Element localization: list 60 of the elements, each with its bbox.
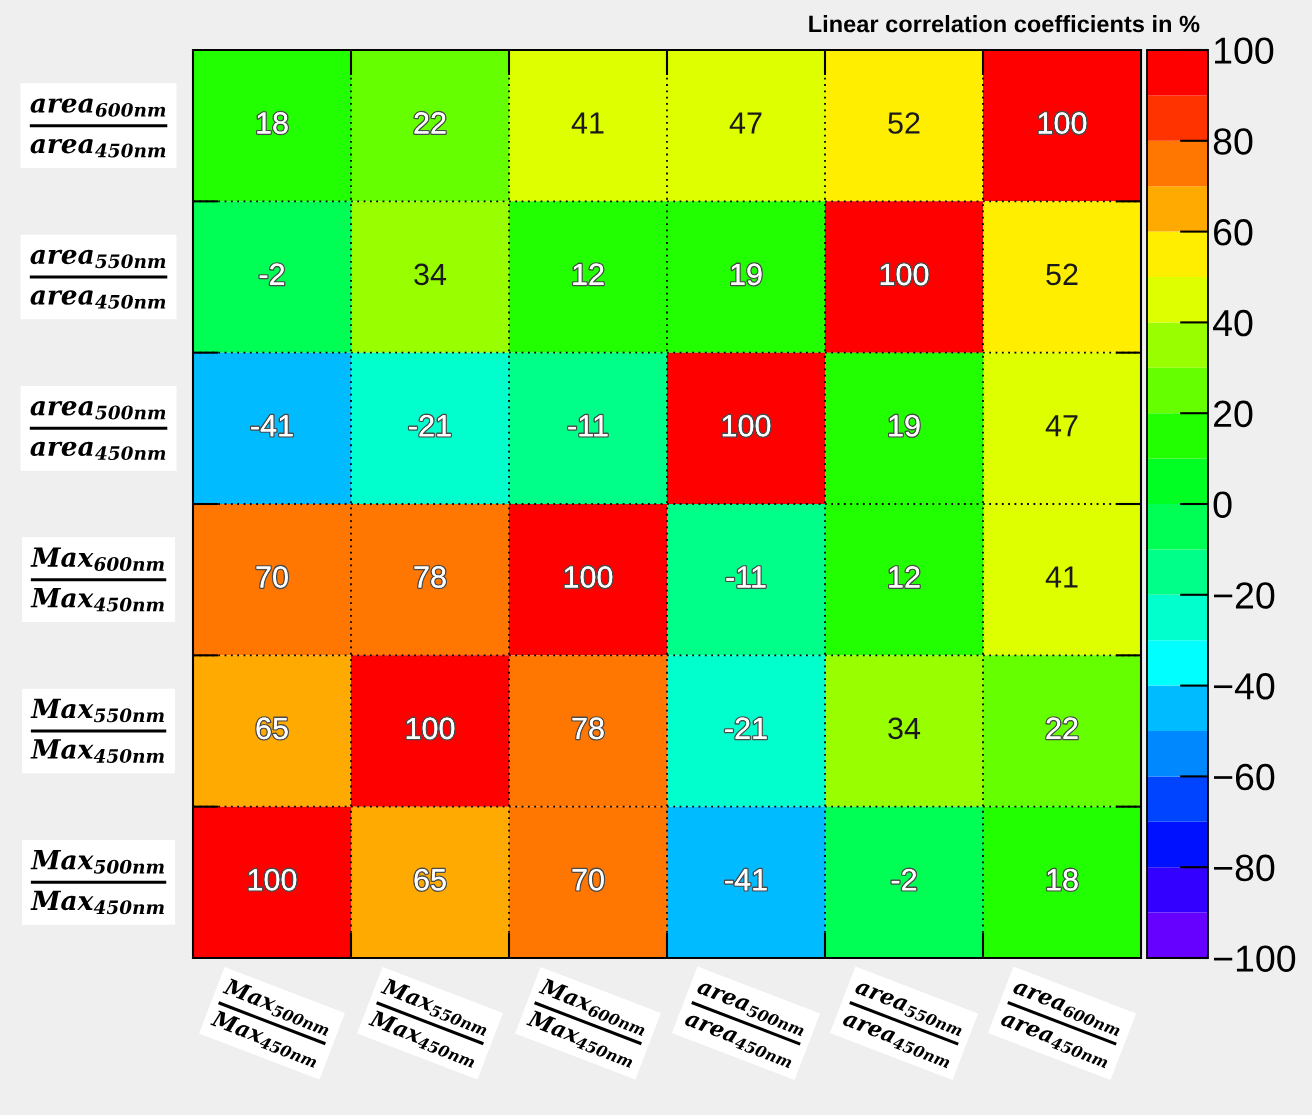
data-label: 22 — [1046, 717, 1078, 739]
color-bar-label: 100 — [1215, 37, 1274, 64]
data-label: -11 — [568, 415, 608, 437]
data-label: 19 — [731, 263, 762, 286]
color-bar-label: 80 — [1213, 128, 1253, 155]
color-bar-label: 0 — [1213, 491, 1232, 518]
x-tick-label: area$_{500nm}$ area$_{450nm}$ — [682, 981, 807, 1069]
data-label: 100 — [880, 263, 929, 286]
data-label: 18 — [1047, 868, 1078, 891]
color-bar-label: −80 — [1214, 854, 1275, 882]
data-label: 18 — [257, 112, 288, 134]
data-label: 78 — [572, 717, 604, 740]
color-bar-label: 60 — [1214, 219, 1253, 246]
data-label: -41 — [725, 869, 767, 891]
data-label: 19 — [889, 414, 920, 437]
y-tick-label: Max$_{550nm}$ Max$_{450nm}$ — [30, 698, 164, 763]
data-label: -21 — [725, 717, 767, 739]
x-tick-label: area$_{550nm}$ area$_{450nm}$ — [840, 981, 965, 1069]
data-label: -11 — [726, 566, 766, 588]
color-bar-label: 20 — [1214, 400, 1253, 428]
color-bar-label: 40 — [1213, 309, 1253, 337]
data-label: 12 — [889, 566, 920, 588]
category-label: area$_{500nm}$ area$_{450nm}$ — [30, 401, 166, 461]
x-tick-label: Max$_{500nm}$ Max$_{450nm}$ — [208, 977, 334, 1069]
color-bar-label: −100 — [1214, 945, 1296, 972]
data-label: 47 — [1045, 415, 1078, 437]
y-tick-label: Max$_{600nm}$ Max$_{450nm}$ — [30, 547, 164, 612]
data-label: 100 — [564, 566, 613, 588]
y-tick-label: Max$_{500nm}$ Max$_{450nm}$ — [30, 850, 164, 915]
data-label: 100 — [1038, 112, 1087, 134]
color-bar-label: −60 — [1214, 763, 1275, 791]
data-label: 41 — [1045, 566, 1078, 588]
category-label: area$_{600nm}$ area$_{450nm}$ — [30, 98, 166, 158]
category-label: area$_{550nm}$ area$_{450nm}$ — [30, 249, 166, 309]
data-label: -2 — [259, 263, 285, 285]
data-label: 52 — [1046, 263, 1078, 286]
data-label: 65 — [414, 868, 446, 891]
data-label: 70 — [256, 566, 288, 588]
data-label: 100 — [248, 868, 297, 891]
data-label: 52 — [888, 112, 920, 134]
data-label: 22 — [414, 112, 446, 134]
color-bar-label: −20 — [1214, 582, 1275, 609]
data-label: 65 — [256, 717, 288, 740]
x-tick-label: Max$_{600nm}$ Max$_{450nm}$ — [524, 977, 650, 1069]
data-label: 34 — [414, 263, 447, 286]
data-label: 100 — [722, 414, 771, 437]
data-label: 78 — [414, 566, 446, 588]
data-label: 34 — [888, 717, 921, 740]
data-label: 12 — [573, 263, 604, 285]
data-label: -21 — [409, 414, 451, 437]
x-tick-label: area$_{600nm}$ area$_{450nm}$ — [998, 981, 1123, 1069]
data-label: 100 — [406, 717, 455, 740]
color-bar-label: −40 — [1214, 673, 1275, 700]
data-label: -41 — [251, 415, 293, 437]
data-label: 47 — [729, 112, 762, 134]
data-label: 70 — [572, 868, 604, 891]
chart-title: Linear correlation coefficients in % — [809, 15, 1200, 33]
x-tick-label: Max$_{550nm}$ Max$_{450nm}$ — [366, 977, 492, 1069]
data-label: 41 — [571, 112, 604, 134]
data-label: -2 — [891, 868, 917, 891]
